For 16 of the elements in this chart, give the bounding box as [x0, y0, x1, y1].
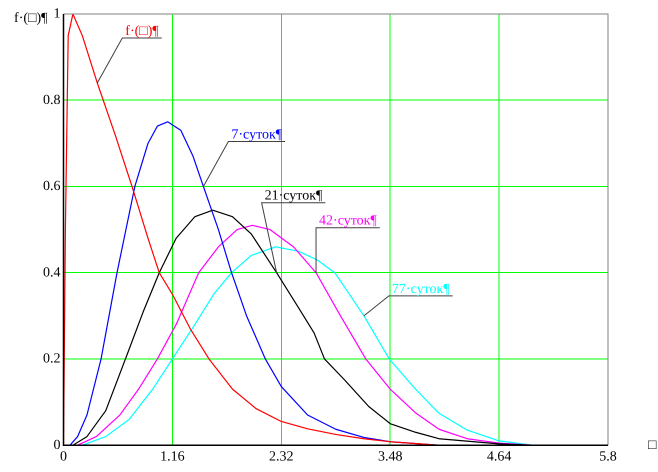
x-axis-title: □	[648, 438, 657, 454]
y-tick-label: 0.6	[43, 179, 60, 194]
text: 77·суток¶	[392, 282, 450, 297]
x-tick-label: 5.8	[599, 449, 617, 464]
x-tick-label: 4.64	[486, 449, 512, 464]
x-tick-label: 3.48	[378, 449, 402, 464]
y-tick-label: 0.8	[43, 92, 60, 108]
y-axis-title: f·(□)¶	[14, 11, 48, 26]
text: f·(□)¶	[125, 24, 160, 39]
x-tick-label: 2.32	[269, 449, 294, 464]
y-tick-label: 0.2	[43, 352, 60, 367]
y-tick-label: 0.4	[43, 265, 60, 280]
y-tick-label: 1	[54, 6, 60, 22]
y-tick-label: 0	[54, 438, 60, 453]
text: 42·суток¶	[319, 214, 378, 229]
x-tick-label: 1.16	[160, 449, 185, 464]
